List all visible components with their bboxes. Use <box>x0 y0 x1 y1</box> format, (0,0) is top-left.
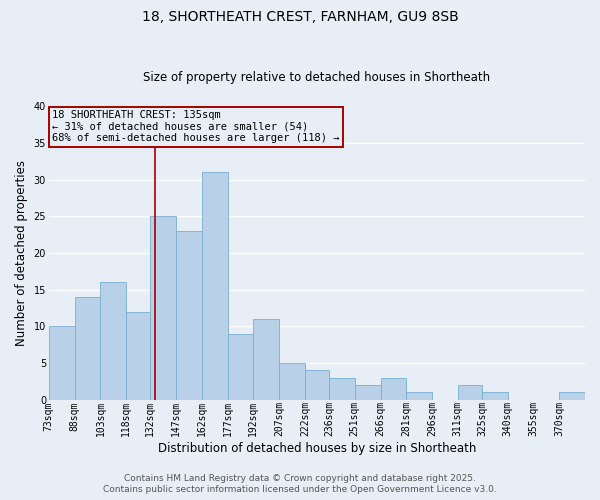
Bar <box>355 385 380 400</box>
Bar <box>126 312 150 400</box>
Text: 18, SHORTHEATH CREST, FARNHAM, GU9 8SB: 18, SHORTHEATH CREST, FARNHAM, GU9 8SB <box>142 10 458 24</box>
Bar <box>305 370 329 400</box>
Bar <box>458 385 482 400</box>
Bar <box>482 392 508 400</box>
Bar <box>406 392 432 400</box>
Bar <box>100 282 126 400</box>
Text: Contains HM Land Registry data © Crown copyright and database right 2025.
Contai: Contains HM Land Registry data © Crown c… <box>103 474 497 494</box>
Bar <box>74 297 100 400</box>
Title: Size of property relative to detached houses in Shortheath: Size of property relative to detached ho… <box>143 72 490 85</box>
Bar <box>176 231 202 400</box>
Text: 18 SHORTHEATH CREST: 135sqm
← 31% of detached houses are smaller (54)
68% of sem: 18 SHORTHEATH CREST: 135sqm ← 31% of det… <box>52 110 340 144</box>
Y-axis label: Number of detached properties: Number of detached properties <box>15 160 28 346</box>
Bar <box>227 334 253 400</box>
Bar <box>253 319 279 400</box>
Bar <box>559 392 585 400</box>
Bar <box>202 172 227 400</box>
Bar <box>329 378 355 400</box>
Bar <box>150 216 176 400</box>
X-axis label: Distribution of detached houses by size in Shortheath: Distribution of detached houses by size … <box>158 442 476 455</box>
Bar <box>380 378 406 400</box>
Bar <box>279 363 305 400</box>
Bar <box>49 326 74 400</box>
